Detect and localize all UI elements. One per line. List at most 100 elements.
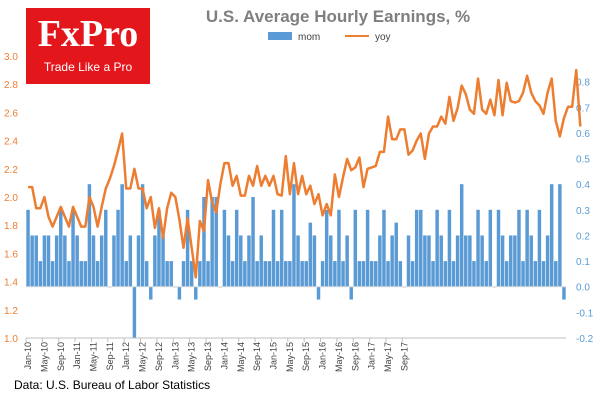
mom-bar	[410, 261, 415, 287]
x-tick-label: Sep-11	[105, 342, 115, 370]
chart-title: U.S. Average Hourly Earnings, %	[206, 7, 470, 26]
mom-bar	[447, 209, 452, 287]
mom-bar	[263, 261, 268, 287]
mom-bar	[316, 286, 321, 300]
mom-bar	[378, 235, 382, 287]
mom-bar	[149, 286, 153, 300]
left-tick-label: 3.0	[4, 52, 18, 63]
mom-bar	[243, 261, 247, 287]
mom-bar	[496, 209, 501, 287]
mom-bar	[198, 261, 202, 287]
mom-bar	[87, 184, 92, 287]
mom-bar	[443, 261, 448, 287]
mom-bar	[132, 286, 137, 338]
mom-bar	[279, 209, 284, 287]
mom-bar	[394, 222, 398, 287]
mom-bar	[414, 209, 419, 287]
mom-bar	[267, 261, 272, 287]
x-tick-label: May-15	[285, 342, 295, 372]
mom-bar	[439, 235, 443, 287]
mom-bar	[38, 261, 43, 287]
mom-bar	[177, 286, 182, 300]
mom-bar	[484, 261, 488, 287]
mom-bar	[210, 197, 214, 287]
mom-bar	[239, 235, 243, 287]
x-tick-label: May-13	[187, 342, 197, 372]
x-tick-label: Jan-16	[318, 342, 328, 370]
mom-bar	[67, 261, 71, 287]
mom-bar	[488, 209, 493, 287]
mom-bar	[431, 261, 435, 287]
mom-bar	[99, 235, 104, 287]
mom-bar	[59, 209, 63, 287]
mom-bar	[222, 209, 227, 287]
mom-bar	[83, 261, 88, 287]
legend-label-mom: mom	[298, 32, 320, 43]
x-tick-label: Sep-14	[252, 342, 262, 371]
mom-bar	[545, 235, 550, 287]
mom-bar	[324, 209, 329, 287]
mom-bar	[140, 184, 145, 287]
x-tick-label: Jan-13	[170, 342, 180, 370]
mom-bar	[247, 235, 251, 287]
mom-bar	[234, 209, 239, 287]
x-tick-label: May-14	[236, 342, 246, 372]
right-tick-label: 0.4	[576, 180, 590, 191]
mom-bar	[189, 261, 194, 287]
mom-bar	[275, 261, 280, 287]
right-tick-label: 0.0	[576, 283, 590, 294]
mom-bar	[361, 261, 366, 287]
mom-bar	[337, 209, 341, 287]
x-tick-label: May-12	[138, 342, 148, 372]
mom-bar	[153, 235, 157, 287]
mom-bar	[357, 261, 362, 287]
logo-tagline: Trade Like a Pro	[43, 60, 133, 74]
x-tick-label: May-17	[383, 342, 393, 372]
mom-bar	[459, 184, 464, 287]
source-note: Data: U.S. Bureau of Labor Statistics	[14, 378, 211, 392]
mom-bar	[206, 261, 210, 287]
left-tick-label: 1.0	[4, 334, 18, 345]
mom-bar	[144, 261, 149, 287]
mom-bar	[374, 261, 378, 287]
mom-bar	[194, 286, 198, 300]
x-tick-label: Sep-12	[154, 342, 164, 371]
right-tick-label: 0.8	[576, 78, 590, 89]
mom-bar	[124, 261, 128, 287]
mom-bar	[34, 235, 38, 287]
mom-bar	[427, 235, 431, 287]
mom-bar	[365, 209, 370, 287]
mom-bar	[50, 261, 55, 287]
mom-bar	[435, 209, 439, 287]
x-tick-label: May-16	[334, 342, 344, 372]
right-tick-label: 0.7	[576, 103, 590, 114]
left-tick-label: 1.8	[4, 221, 18, 232]
mom-bar	[288, 261, 292, 287]
mom-bar	[251, 197, 255, 287]
mom-bar	[128, 235, 133, 287]
mom-bar	[521, 261, 525, 287]
mom-bar	[509, 235, 513, 287]
right-tick-label: -0.1	[576, 308, 594, 319]
mom-bar	[541, 261, 546, 287]
mom-bar	[202, 197, 206, 287]
x-tick-label: Jan-11	[72, 342, 82, 369]
mom-bar	[558, 184, 562, 287]
mom-bar	[480, 235, 484, 287]
x-tick-label: May-11	[89, 342, 99, 371]
mom-bar	[214, 197, 218, 287]
mom-bar	[300, 261, 304, 287]
logo-wordmark: FxPro	[37, 13, 139, 55]
mom-bar	[513, 235, 517, 287]
mom-bar	[406, 235, 411, 287]
right-tick-label: 0.5	[576, 155, 590, 166]
mom-bar	[349, 286, 353, 300]
mom-bar	[312, 235, 317, 287]
mom-bar	[504, 261, 509, 287]
legend-swatch-mom	[268, 32, 292, 40]
mom-bar	[292, 184, 296, 287]
mom-bar	[398, 261, 403, 287]
left-tick-label: 2.6	[4, 108, 18, 119]
mom-bar	[79, 261, 83, 287]
mom-bar	[26, 209, 30, 287]
